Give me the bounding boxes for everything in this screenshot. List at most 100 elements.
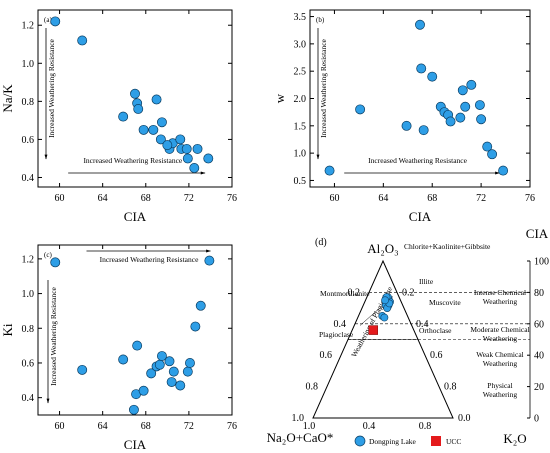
zone-label: Weathering — [483, 359, 518, 368]
zone-label: Weak Chemical — [476, 350, 524, 359]
data-point — [118, 111, 129, 122]
x-tick-label: 68 — [141, 421, 151, 432]
horizontal-annotation: Increased Weathering Resistance — [368, 156, 467, 165]
x-axis-label: CIA — [124, 209, 147, 224]
left-edge-tick: 1.0 — [292, 413, 305, 424]
legend-label-ucc: UCC — [446, 437, 461, 446]
x-axis-label: CIA — [409, 209, 432, 224]
y-tick-label: 0.4 — [22, 173, 35, 184]
cia-tick-label: 80 — [534, 288, 544, 299]
data-point — [203, 153, 214, 164]
data-point — [155, 134, 166, 145]
data-point — [175, 380, 186, 391]
data-point — [130, 88, 140, 99]
data-point — [380, 313, 389, 322]
x-tick-label: 60 — [55, 193, 65, 204]
data-point — [133, 104, 144, 114]
y-axis-label: w — [272, 93, 287, 103]
y-axis-label: Ki — [0, 323, 15, 336]
data-point — [166, 377, 177, 387]
mineral-label: Orthoclase — [419, 326, 452, 335]
right-edge-tick: 0.2 — [402, 287, 415, 298]
data-point — [77, 35, 88, 46]
data-point — [162, 140, 173, 151]
y-tick-label: 1.0 — [22, 59, 35, 70]
left-edge-tick: 0.6 — [320, 350, 333, 361]
right-edge-tick: 0.0 — [458, 413, 471, 424]
left-edge-tick: 0.2 — [348, 287, 361, 298]
x-tick-label: 64 — [98, 421, 108, 432]
y-tick-label: 1.5 — [294, 121, 307, 132]
cia-tick-label: 100 — [534, 257, 549, 268]
data-point — [445, 116, 456, 127]
data-point — [50, 16, 61, 27]
data-point — [466, 79, 477, 90]
horizontal-annotation: Increased Weathering Resistance — [83, 156, 182, 165]
zone-label: Weathering — [483, 390, 518, 399]
panel-a: 60 64 68 72 76 0.4 0.6 0.8 1.0 1.2 CIA Na/K (a) Incre… — [0, 9, 237, 224]
data-point — [181, 143, 192, 154]
mineral-label: Illite — [419, 277, 434, 286]
apex-right-label: K₂O — [503, 431, 526, 446]
horizontal-annotation: Increased Weathering Resistance — [100, 255, 199, 264]
data-point — [381, 296, 389, 305]
panel-d: 0 20 40 60 80 100 CIA 0.2 0.4 0.6 0.8 1.0 0.2 0.4 0.6 0… — [267, 226, 549, 447]
zone-label: Intense Chemical — [474, 288, 526, 297]
mineral-label: Plagioclase — [319, 330, 354, 339]
legend-label-dongping: Dongping Lake — [369, 437, 417, 446]
apex-top-label: Al₂O₃ — [367, 241, 398, 256]
data-point — [182, 366, 193, 377]
x-axis-label: CIA — [124, 437, 147, 452]
data-point — [128, 404, 139, 415]
apex-left-label: Na₂O+CaO* — [267, 430, 334, 445]
data-point — [168, 366, 179, 377]
data-point — [138, 124, 149, 135]
panel-label: (c) — [44, 251, 52, 259]
data-point — [156, 351, 167, 361]
data-point — [460, 101, 471, 112]
y-tick-label: 1.0 — [294, 149, 307, 160]
data-point — [156, 117, 167, 128]
x-tick-label: 68 — [427, 193, 437, 204]
mineral-label: Muscovite — [429, 298, 461, 307]
data-point — [418, 125, 429, 136]
y-tick-label: 3.0 — [294, 39, 307, 50]
vertical-annotation: Increased Weathering Resistance — [49, 286, 58, 385]
data-point — [204, 255, 215, 266]
zone-label: Weathering — [483, 297, 518, 306]
bottom-edge-tick: 0.4 — [363, 421, 376, 432]
x-tick-label: 60 — [329, 193, 339, 204]
mineral-label: Montmorillonite — [320, 289, 370, 298]
y-tick-label: 1.2 — [22, 254, 35, 265]
left-edge-tick: 0.4 — [334, 319, 347, 330]
data-point — [182, 153, 193, 164]
data-point — [476, 114, 487, 125]
right-edge-tick: 0.6 — [430, 350, 443, 361]
y-tick-label: 2.5 — [294, 67, 307, 78]
data-point — [189, 163, 200, 173]
zone-label: Physical — [487, 381, 512, 390]
y-tick-label: 0.4 — [22, 393, 35, 404]
mineral-label: Chlorite+Kaolinite+Gibbsite — [404, 242, 491, 251]
cia-tick-label: 0 — [534, 414, 539, 425]
y-tick-label: 3.5 — [294, 12, 307, 23]
legend-marker-dongping — [354, 435, 366, 447]
panel-label: (d) — [315, 237, 327, 248]
vertical-annotation: Increased Weathering Resistance — [47, 38, 56, 137]
data-point — [427, 71, 438, 82]
data-point — [482, 141, 493, 152]
panel-label: (b) — [316, 16, 325, 24]
data-point — [175, 134, 186, 145]
y-tick-label: 0.5 — [294, 176, 307, 187]
panel-label: (a) — [44, 16, 52, 24]
y-tick-label: 1.2 — [22, 21, 35, 32]
zone-label: Weathering — [483, 334, 518, 343]
legend-marker-ucc — [431, 436, 441, 446]
bottom-edge-tick: 1.0 — [303, 421, 316, 432]
data-point — [455, 112, 466, 123]
data-point — [457, 85, 468, 96]
y-tick-label: 0.8 — [22, 324, 35, 335]
data-point — [138, 385, 149, 396]
x-tick-label: 72 — [184, 193, 194, 204]
